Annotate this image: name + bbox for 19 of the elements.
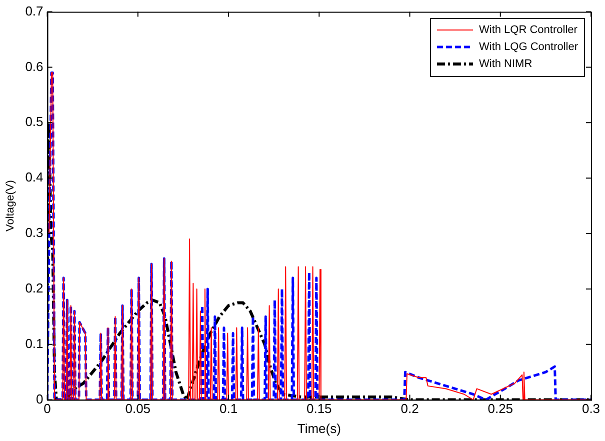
y-tick-label: 0.6 <box>25 58 44 74</box>
y-axis-title: Voltage(V) <box>4 180 17 232</box>
x-tick-label: 0.05 <box>125 401 151 416</box>
x-axis-title: Time(s) <box>297 420 341 436</box>
y-tick-label: 0.1 <box>25 336 44 351</box>
x-tick-label: 0.25 <box>488 401 514 416</box>
legend-label: With LQG Controller <box>479 41 578 54</box>
y-tick-label: 0.3 <box>25 225 44 240</box>
y-tick-label: 0.4 <box>25 170 44 185</box>
y-tick-label: 0.7 <box>25 3 44 18</box>
y-tick-label: 0.2 <box>25 280 44 296</box>
x-tick-label: 0.2 <box>400 401 419 416</box>
x-tick-label: 0.3 <box>582 401 600 416</box>
y-tick-label: 0.5 <box>25 114 44 130</box>
legend-label: With LQR Controller <box>479 24 578 36</box>
x-tick-label: 0.15 <box>306 401 332 416</box>
x-tick-label: 0.1 <box>219 401 238 416</box>
legend-label: With NIMR <box>479 58 532 70</box>
y-tick-label: 0 <box>36 391 44 406</box>
